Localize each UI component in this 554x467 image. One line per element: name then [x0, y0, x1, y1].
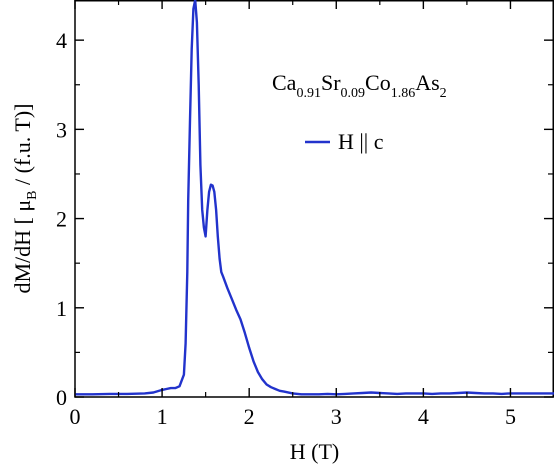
- series-line-0: [75, 0, 554, 396]
- x-tick-label: 4: [418, 404, 429, 429]
- y-tick-label: 1: [56, 296, 67, 321]
- y-tick-label: 0: [56, 385, 67, 410]
- formula-subscript: 2: [440, 86, 447, 101]
- axis-labels: H (T) dM/dH [ μB / (f.u. T)]: [10, 104, 339, 465]
- formula-subscript: 0.09: [341, 86, 366, 101]
- formula-element: Co: [365, 70, 391, 95]
- y-label-sub: B: [25, 190, 40, 199]
- plot-frame: [74, 0, 554, 398]
- formula-text: Ca0.91Sr0.09Co1.86As2: [272, 70, 447, 101]
- x-tick-label: 3: [331, 404, 342, 429]
- legend-label: H || c: [338, 129, 384, 154]
- legend: H || c: [305, 129, 384, 154]
- plot-area: [74, 0, 554, 398]
- x-tick-label: 1: [157, 404, 168, 429]
- x-tick-label: 5: [505, 404, 516, 429]
- y-tick-label: 4: [56, 28, 67, 53]
- formula-subscript: 0.91: [296, 86, 321, 101]
- x-tick-label: 2: [244, 404, 255, 429]
- compound-formula-annotation: Ca0.91Sr0.09Co1.86As2: [272, 70, 447, 101]
- y-tick-label: 2: [56, 207, 67, 232]
- x-axis-label: H (T): [290, 439, 339, 464]
- formula-element: As: [415, 70, 439, 95]
- y-label-tail: / (f.u. T)]: [10, 104, 35, 191]
- y-label-main: dM/dH [ μ: [10, 200, 35, 294]
- formula-element: Sr: [321, 70, 341, 95]
- y-axis-label: dM/dH [ μB / (f.u. T)]: [10, 104, 40, 294]
- x-tick-label: 0: [70, 404, 81, 429]
- y-tick-label: 3: [56, 117, 67, 142]
- formula-element: Ca: [272, 70, 297, 95]
- formula-subscript: 1.86: [391, 86, 416, 101]
- axis-ticks: 0 1 2 3 4 5 0 1 2 3 4: [56, 0, 553, 429]
